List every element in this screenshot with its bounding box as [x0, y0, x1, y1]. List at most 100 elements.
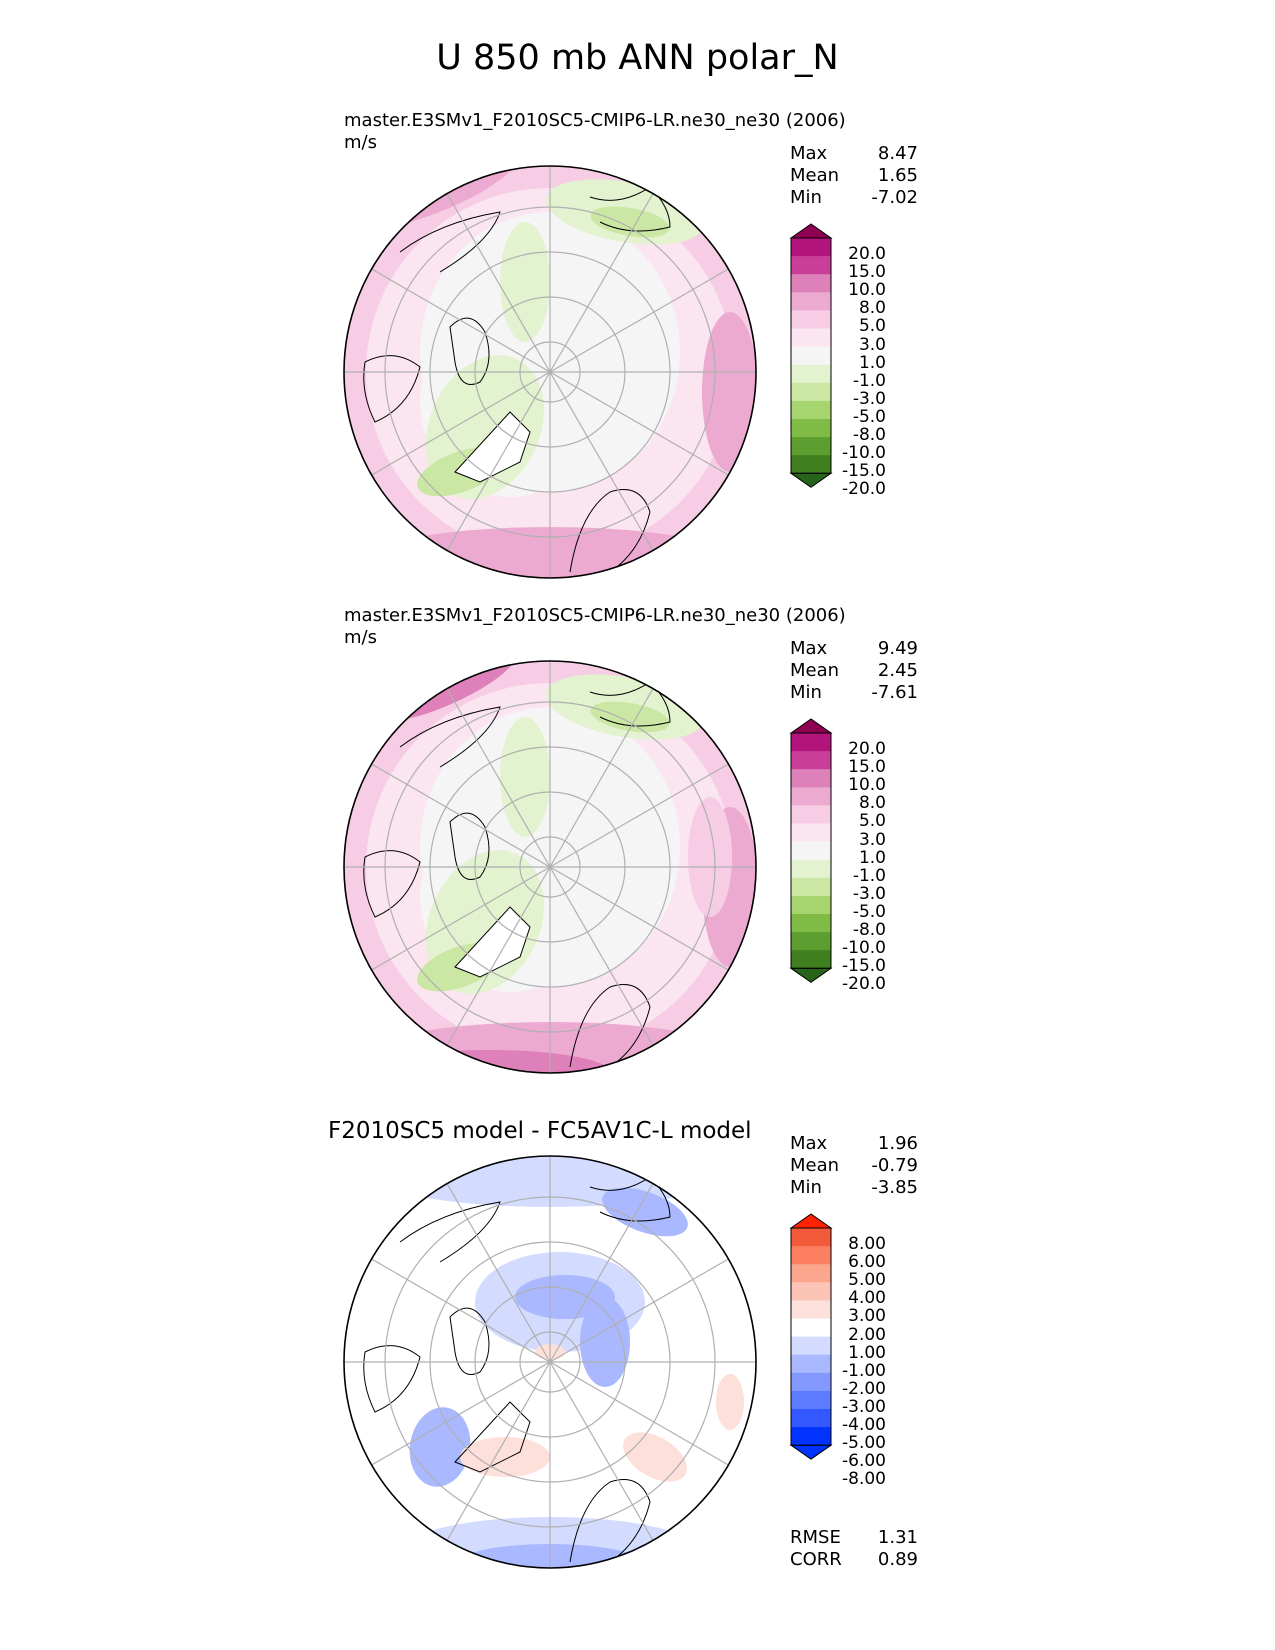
- meridian-line: [446, 193, 551, 373]
- contour-band: [688, 797, 732, 917]
- latitude-circle: [384, 206, 716, 538]
- colorbar-segment: [791, 769, 831, 788]
- stat-label: Max: [790, 1133, 828, 1154]
- coastline: [363, 850, 421, 918]
- contour-band: [380, 1156, 720, 1207]
- contour-band: [460, 1544, 640, 1568]
- meridian-line: [371, 1258, 551, 1363]
- stat-label: Mean: [790, 165, 840, 186]
- contour-band: [580, 1297, 630, 1387]
- contour-band: [420, 802, 600, 992]
- contour-band: [344, 1156, 756, 1568]
- contour-band: [409, 1407, 471, 1487]
- latitude-circle: [474, 791, 626, 943]
- colorbar-segment: [791, 292, 831, 311]
- contour-band: [344, 166, 756, 578]
- latitude-circle: [429, 251, 671, 493]
- coastline: [363, 1345, 421, 1413]
- latitude-circle: [474, 296, 626, 448]
- colorbar-tick-label: 20.0: [848, 244, 886, 264]
- colorbar-extend-bottom: [789, 1444, 833, 1460]
- colorbar-tick-label: 10.0: [848, 280, 886, 301]
- stat-value: 1.65: [877, 165, 918, 186]
- coastlines: [363, 186, 671, 573]
- coastline: [399, 706, 501, 768]
- coastline: [569, 489, 651, 573]
- colorbar-segment: [791, 1354, 831, 1374]
- colorbar-segment: [791, 1264, 831, 1283]
- colorbar-segment: [791, 932, 831, 951]
- colorbar-segment: [791, 914, 831, 933]
- coastline: [454, 1401, 531, 1473]
- meridian-line: [371, 371, 551, 476]
- colorbar-segment: [791, 1372, 831, 1392]
- contour-band: [425, 355, 545, 499]
- colorbar-segment: [791, 274, 831, 293]
- meridian-line: [549, 866, 654, 1046]
- coastline: [449, 812, 490, 880]
- colorbar-tick-label: 8.0: [858, 793, 886, 814]
- contour-band: [716, 1374, 744, 1430]
- colorbar-segment: [791, 364, 831, 384]
- coastlines: [363, 681, 671, 1068]
- contour-band: [350, 1022, 750, 1073]
- colorbar-segment: [791, 310, 831, 329]
- colorbar-tick-label: 1.00: [848, 1342, 886, 1363]
- meridian-line: [549, 371, 654, 551]
- meridian-line: [549, 193, 654, 373]
- colorbar-tick-label: 20.0: [848, 739, 886, 759]
- meridian-line: [446, 688, 551, 868]
- contour-field: [344, 166, 756, 578]
- panel-2-units: m/s: [344, 627, 377, 648]
- meridian-line: [549, 371, 729, 476]
- stat-label: Min: [790, 187, 822, 208]
- coastline: [454, 906, 531, 978]
- colorbar-segment: [791, 400, 831, 420]
- colorbar-segment: [791, 841, 831, 861]
- contour-band: [702, 312, 756, 472]
- coastline: [589, 1176, 671, 1222]
- latitude-circle: [429, 1241, 671, 1483]
- colorbar-segment: [791, 1282, 831, 1301]
- contour-band: [420, 212, 680, 492]
- colorbar-tick-label: -4.00: [842, 1415, 886, 1435]
- meridian-line: [549, 268, 729, 373]
- meridian-line: [371, 866, 551, 971]
- colorbar-segment: [791, 1318, 831, 1337]
- panel-1-title: master.E3SMv1_F2010SC5-CMIP6-LR.ne30_ne3…: [344, 110, 846, 131]
- colorbar-segment: [791, 1246, 831, 1265]
- meridian-line: [549, 763, 729, 868]
- colorbar-tick-label: 5.0: [858, 316, 886, 337]
- latitude-circle: [519, 1331, 581, 1393]
- metric-value: 0.89: [877, 1549, 918, 1570]
- contour-band: [702, 807, 756, 967]
- coastline: [449, 1307, 490, 1375]
- colorbar-tick-label: -8.00: [842, 1469, 886, 1490]
- contour-band: [500, 717, 550, 837]
- colorbar-tick-label: -5.00: [842, 1433, 886, 1454]
- stat-value: 2.45: [877, 660, 918, 681]
- coastline: [454, 411, 531, 483]
- colorbar-tick-label: -10.0: [842, 443, 886, 464]
- colorbar-tick-label: 1.0: [858, 352, 886, 373]
- colorbar-segment: [791, 1390, 831, 1410]
- coastline: [569, 1479, 651, 1563]
- colorbar-tick-label: -3.0: [852, 883, 886, 904]
- colorbar-tick-label: 6.00: [848, 1252, 886, 1273]
- colorbar-tick-label: 8.00: [848, 1234, 886, 1254]
- stat-value: -7.02: [871, 187, 918, 208]
- stat-label: Max: [790, 143, 828, 164]
- colorbar-frame: [790, 732, 832, 969]
- latitude-circle: [519, 836, 581, 898]
- panel-3-stats: Max 1.96 Mean -0.79 Min -3.85: [790, 1133, 918, 1199]
- colorbar-segment: [791, 805, 831, 824]
- colorbar-segment: [791, 437, 831, 456]
- coastline: [399, 211, 501, 273]
- colorbar-segment: [791, 877, 831, 897]
- colorbar-segment: [791, 733, 831, 752]
- contour-band: [590, 206, 670, 238]
- colorbar-segment: [791, 1409, 831, 1428]
- graticule: [344, 661, 756, 1073]
